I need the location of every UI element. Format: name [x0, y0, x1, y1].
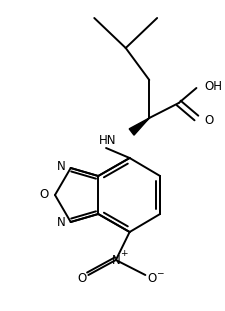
- Text: O: O: [147, 272, 156, 285]
- Text: O: O: [76, 272, 86, 285]
- Polygon shape: [129, 118, 149, 135]
- Text: N: N: [111, 253, 120, 267]
- Text: O: O: [40, 188, 49, 202]
- Text: N: N: [57, 216, 65, 230]
- Text: OH: OH: [203, 81, 221, 94]
- Text: HN: HN: [99, 133, 116, 146]
- Text: N: N: [57, 160, 65, 174]
- Text: O: O: [203, 114, 213, 127]
- Text: −: −: [156, 268, 163, 277]
- Text: +: +: [119, 248, 127, 258]
